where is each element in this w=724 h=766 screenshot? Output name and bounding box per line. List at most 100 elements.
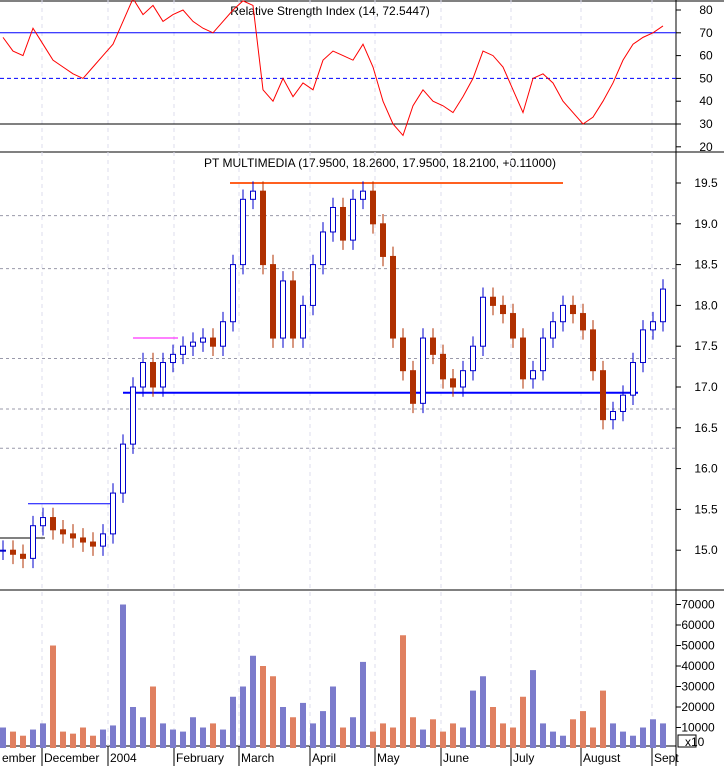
volume-bar <box>650 719 656 748</box>
volume-bar <box>490 707 496 748</box>
volume-bar <box>150 686 156 748</box>
volume-bar <box>530 670 536 748</box>
volume-bar <box>260 666 266 748</box>
volume-bar <box>510 727 516 748</box>
volume-bar <box>600 690 606 748</box>
volume-bar <box>610 723 616 748</box>
candle-body <box>460 370 466 388</box>
volume-bar <box>130 707 136 748</box>
price-tick-label: 18.5 <box>694 258 718 272</box>
volume-bar <box>330 686 336 748</box>
candle-body <box>50 517 56 531</box>
candle-body <box>420 337 426 404</box>
volume-tick-label: 70000 <box>681 598 715 612</box>
volume-bar <box>350 717 356 748</box>
volume-scale-box <box>677 734 697 748</box>
candle-body <box>380 223 386 257</box>
candle-body <box>60 529 66 535</box>
volume-bar <box>250 655 256 748</box>
price-tick-label: 17.5 <box>694 339 718 353</box>
volume-bar <box>420 729 426 748</box>
price-title: PT MULTIMEDIA (17.9500, 18.2600, 17.9500… <box>204 156 556 170</box>
volume-bar <box>660 723 666 748</box>
volume-bar <box>40 723 46 748</box>
price-tick-label: 19.5 <box>694 176 718 190</box>
x-tick-label: December <box>44 751 99 765</box>
volume-bar <box>0 727 6 748</box>
candle-body <box>210 337 216 347</box>
volume-bar <box>270 676 276 748</box>
rsi-series-line <box>2 0 664 137</box>
volume-bar <box>240 686 246 748</box>
candle-body <box>510 313 516 339</box>
volume-scale-label: x10 <box>685 735 705 749</box>
candle-body <box>270 264 276 339</box>
price-tick-label: 16.0 <box>694 462 718 476</box>
candle-body <box>530 370 536 380</box>
candle-body <box>30 525 36 559</box>
candle-body <box>290 280 296 339</box>
volume-tick-label: 30000 <box>681 680 715 694</box>
candle-body <box>170 353 176 364</box>
x-tick-label: April <box>312 751 336 765</box>
rsi-title: Relative Strength Index (14, 72.5447) <box>230 4 429 18</box>
volume-bar <box>90 735 96 748</box>
volume-bar <box>110 725 116 748</box>
volume-bar <box>460 727 466 748</box>
candle-body <box>190 341 196 347</box>
volume-bar <box>220 729 226 748</box>
volume-bar <box>560 735 566 748</box>
volume-bar <box>300 702 306 748</box>
candle-body <box>440 353 446 380</box>
candle-body <box>580 313 586 331</box>
x-tick-label: February <box>176 751 224 765</box>
rsi-tick-label: 50 <box>699 71 713 85</box>
volume-bar <box>480 676 486 748</box>
candle-body <box>400 337 406 372</box>
candle-body <box>330 206 336 233</box>
candle-body <box>490 296 496 306</box>
candle-body <box>560 304 566 323</box>
candle-body <box>480 296 486 347</box>
rsi-tick-label: 40 <box>699 94 713 108</box>
volume-bar <box>620 731 626 748</box>
volume-bar <box>100 729 106 748</box>
candle-body <box>640 329 646 364</box>
rsi-tick-label: 30 <box>699 117 713 131</box>
candle-body <box>630 362 636 396</box>
volume-bar <box>60 731 66 748</box>
volume-tick-label: 40000 <box>681 659 715 673</box>
candle-body <box>230 264 236 323</box>
volume-bar <box>160 723 166 748</box>
candle-body <box>450 378 456 388</box>
volume-bar <box>230 696 236 748</box>
candle-body <box>80 537 86 543</box>
volume-bar <box>410 717 416 748</box>
candle-body <box>390 255 396 339</box>
volume-bar <box>290 717 296 748</box>
x-tick-label: July <box>513 751 534 765</box>
candle-body <box>430 337 436 355</box>
candle-body <box>310 264 316 306</box>
volume-bar <box>370 731 376 748</box>
volume-bar <box>200 727 206 748</box>
volume-bar <box>380 723 386 748</box>
candle-body <box>100 533 106 547</box>
candle-body <box>130 386 136 445</box>
volume-bar <box>640 727 646 748</box>
volume-bar <box>570 719 576 748</box>
volume-bar <box>520 696 526 748</box>
candle-body <box>470 345 476 372</box>
price-tick-label: 19.0 <box>694 217 718 231</box>
candle-body <box>570 304 576 315</box>
volume-bar <box>20 735 26 748</box>
candle-body <box>70 533 76 539</box>
candle-body <box>40 517 46 527</box>
volume-bar <box>550 731 556 748</box>
candle-body <box>500 304 506 315</box>
volume-bar <box>450 723 456 748</box>
candle-body <box>20 553 26 559</box>
candle-body <box>140 362 146 388</box>
x-tick-label: August <box>583 751 621 765</box>
